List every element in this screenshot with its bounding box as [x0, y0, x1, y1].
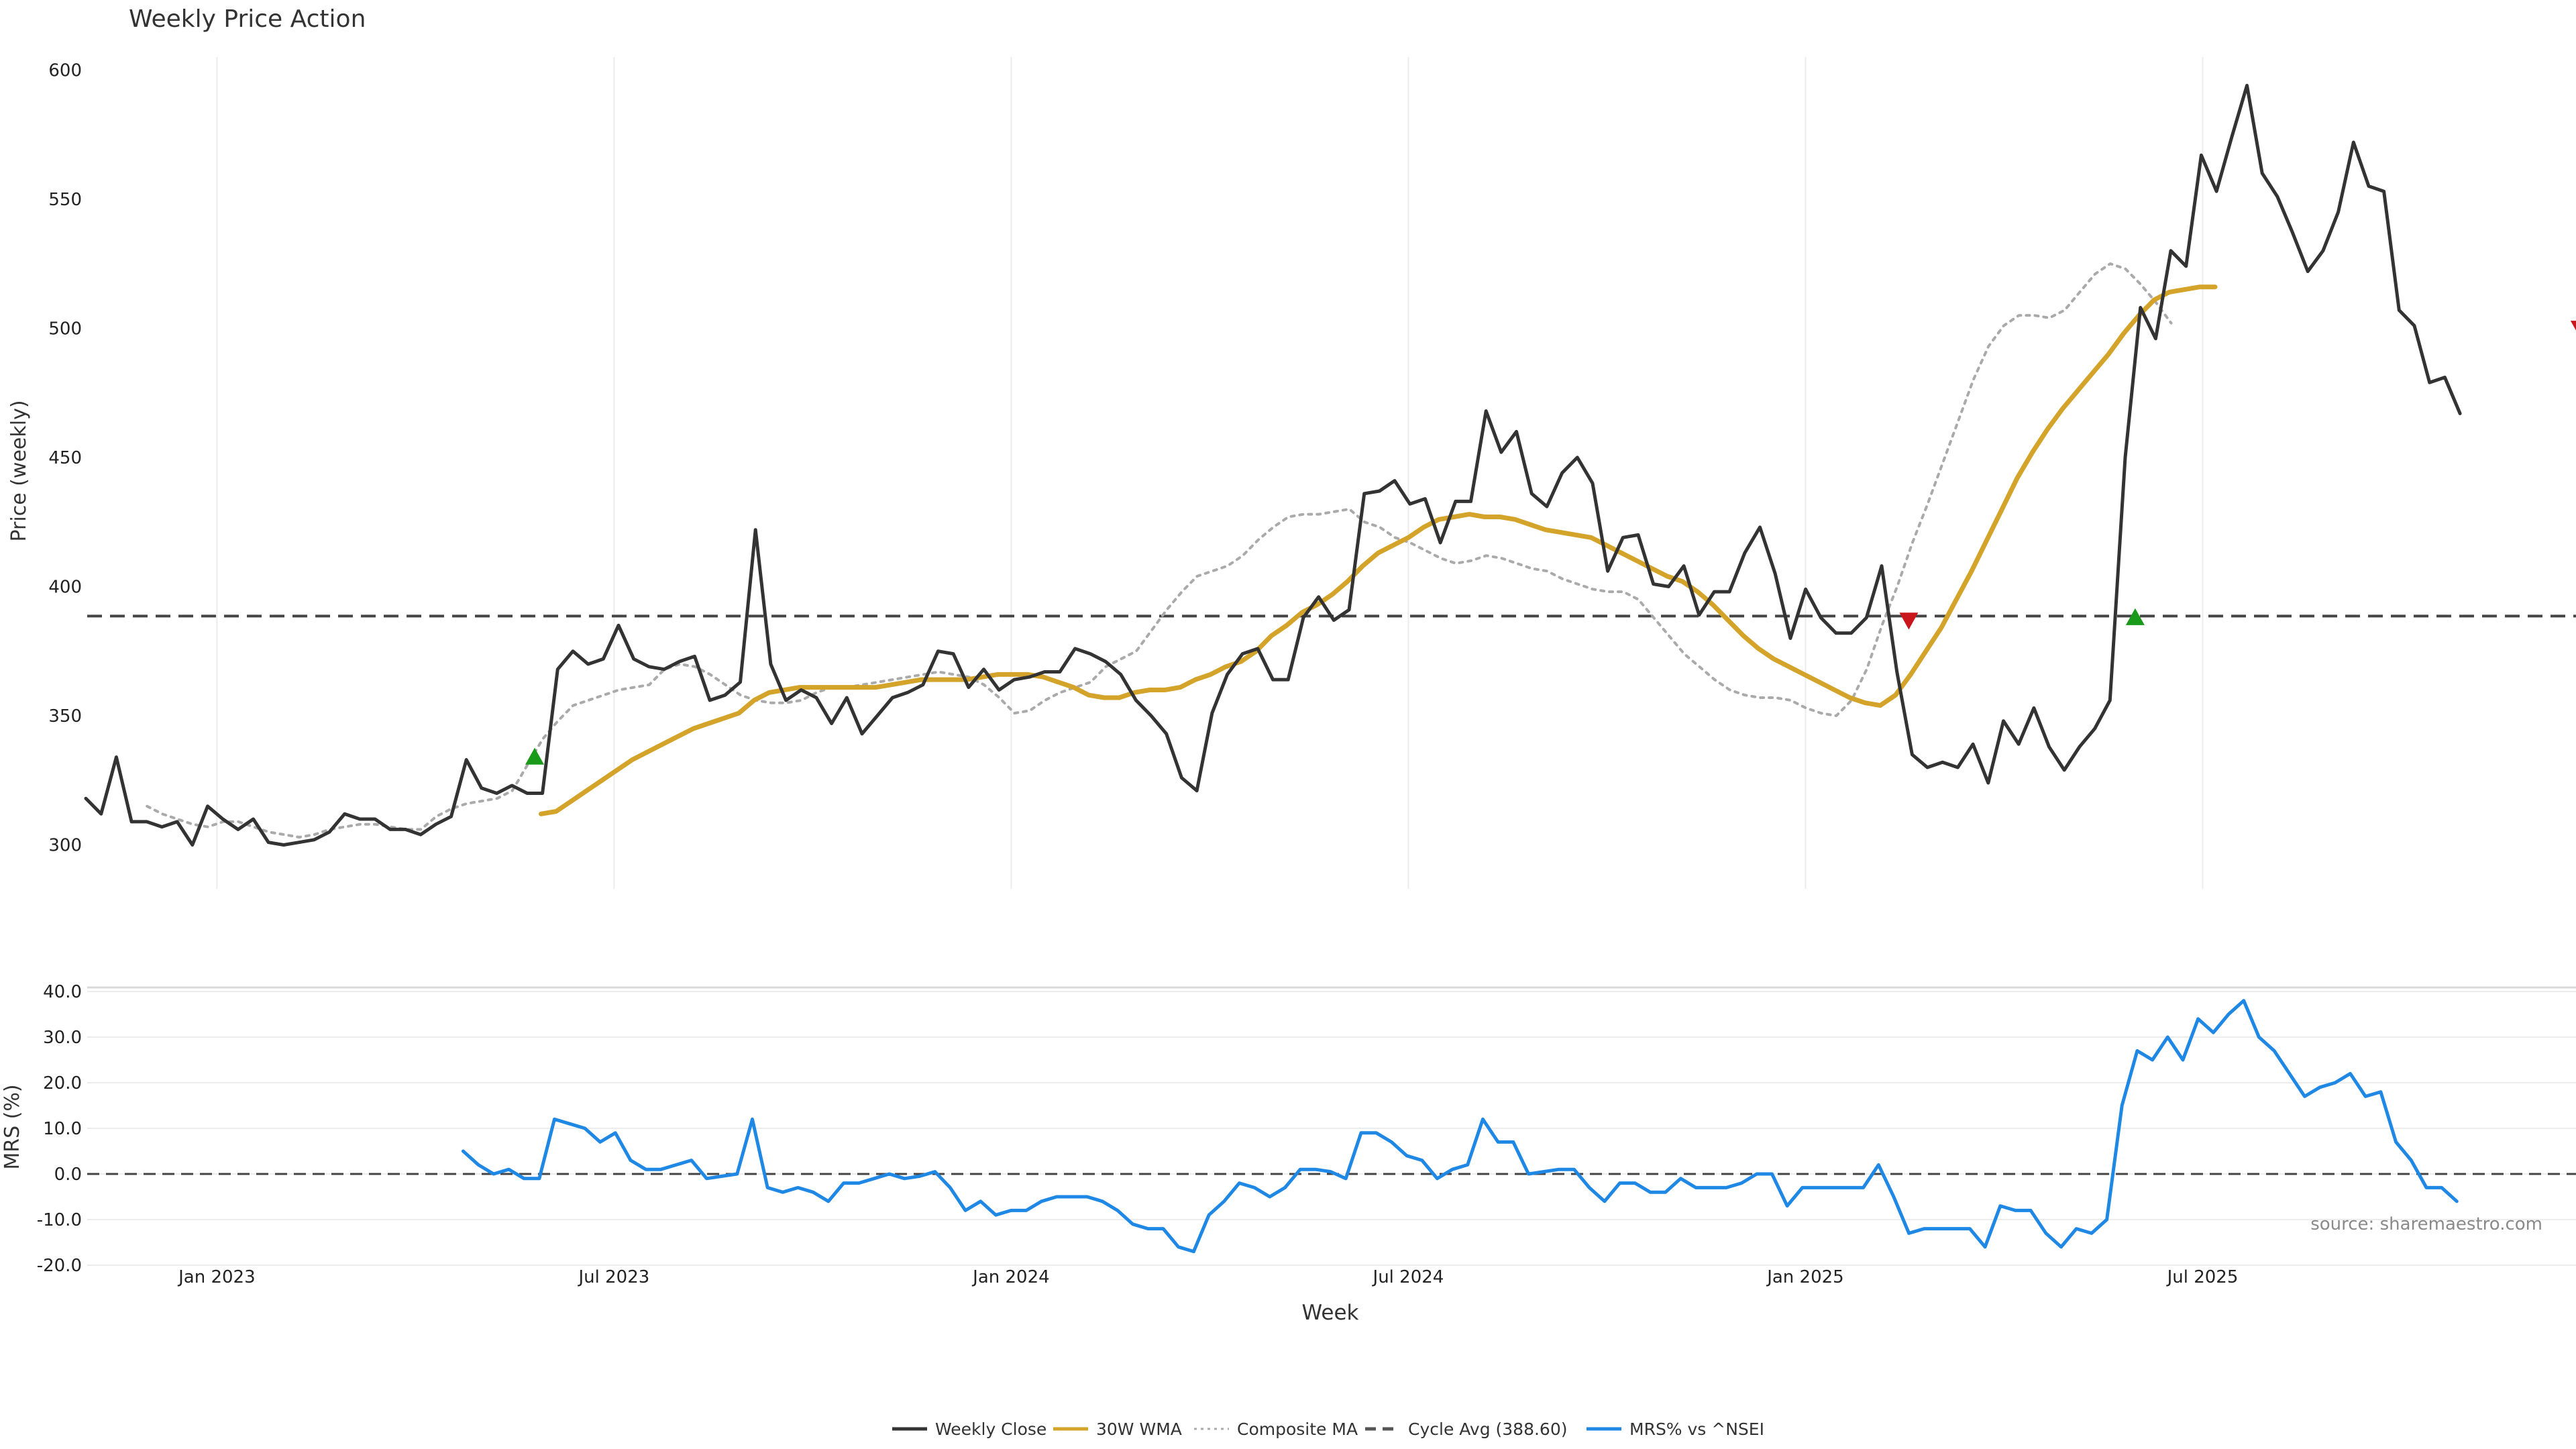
- chart-title: Weekly Price Action: [129, 5, 366, 33]
- weekly-close-line: [84, 83, 2462, 847]
- sell-signal-marker: [1899, 612, 1919, 630]
- legend-item-mrs-vs-nsei: MRS% vs ^NSEI: [1587, 1419, 1764, 1439]
- mrs-y-tick-label: 0.0: [54, 1165, 82, 1185]
- legend-label: Composite MA: [1237, 1419, 1358, 1439]
- signal-markers: [525, 321, 2576, 765]
- mrs-y-tick-label: -10.0: [37, 1210, 82, 1230]
- price-y-tick-label: 350: [48, 706, 82, 727]
- x-tick-label: Jan 2024: [971, 1267, 1050, 1287]
- price-y-tick-label: 400: [48, 577, 82, 597]
- source-note: source: sharemaestro.com: [2310, 1214, 2542, 1234]
- mrs-series: [461, 999, 2459, 1254]
- buy-signal-marker: [2125, 608, 2145, 625]
- legend-item-cycle-avg-388-60: Cycle Avg (388.60): [1365, 1419, 1568, 1439]
- price-y-ticks: 300 350 400 450 500 550 600: [48, 60, 82, 855]
- legend-item-composite-ma: Composite MA: [1194, 1419, 1358, 1439]
- price-series: [84, 83, 2462, 847]
- legend-item-30w-wma: 30W WMA: [1053, 1419, 1182, 1439]
- legend-label: MRS% vs ^NSEI: [1629, 1419, 1764, 1439]
- legend: Weekly Close 30W WMA Composite MA Cycle Avg…: [892, 1419, 1764, 1439]
- x-tick-label: Jan 2025: [1766, 1267, 1844, 1287]
- mrs-y-tick-label: 40.0: [43, 982, 82, 1002]
- price-y-tick-label: 500: [48, 319, 82, 339]
- mrs-line: [461, 999, 2459, 1254]
- mrs-y-axis-label: MRS (%): [1, 1084, 24, 1169]
- price-y-tick-label: 600: [48, 60, 82, 80]
- price-y-axis-label: Price (weekly): [7, 400, 31, 541]
- sell-signal-marker: [2570, 321, 2576, 331]
- x-tick-label: Jul 2024: [1372, 1267, 1444, 1287]
- x-tick-label: Jan 2023: [177, 1267, 256, 1287]
- x-tick-label: Jul 2025: [2166, 1267, 2239, 1287]
- legend-label: 30W WMA: [1096, 1419, 1182, 1439]
- legend-label: Weekly Close: [935, 1419, 1046, 1439]
- price-y-tick-label: 300: [48, 836, 82, 856]
- legend-item-weekly-close: Weekly Close: [892, 1419, 1046, 1439]
- 30w-wma-line: [539, 284, 2218, 816]
- mrs-y-tick-label: -20.0: [37, 1256, 82, 1276]
- mrs-y-ticks: -20.0 -10.0 0.0 10.0 20.0 30.0 40.0: [37, 982, 82, 1276]
- price-panel-grid: [216, 57, 2204, 889]
- composite-ma-line: [146, 262, 2173, 839]
- price-y-tick-label: 550: [48, 190, 82, 210]
- mrs-y-tick-label: 10.0: [43, 1119, 82, 1139]
- mrs-y-tick-label: 30.0: [43, 1028, 82, 1048]
- legend-label: Cycle Avg (388.60): [1408, 1419, 1568, 1439]
- x-axis-label: Week: [1302, 1301, 1359, 1325]
- x-tick-label: Jul 2023: [577, 1267, 649, 1287]
- x-ticks: Jan 2023 Jul 2023 Jan 2024 Jul 2024 Jan 2025…: [177, 1267, 2238, 1287]
- mrs-panel-grid: [87, 991, 2576, 1266]
- buy-signal-marker: [525, 747, 544, 765]
- mrs-y-tick-label: 20.0: [43, 1073, 82, 1093]
- price-y-tick-label: 450: [48, 448, 82, 468]
